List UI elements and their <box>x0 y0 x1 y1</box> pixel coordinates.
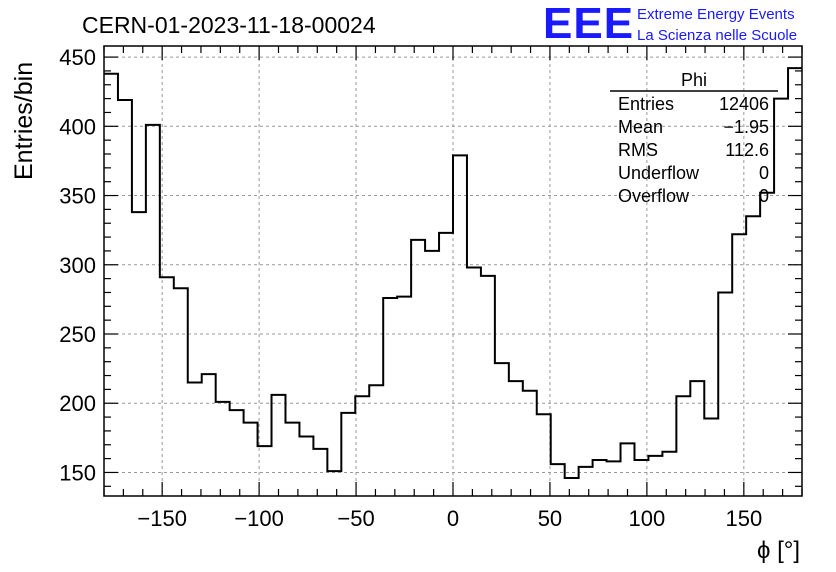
chart-title: CERN-01-2023-11-18-00024 <box>82 12 376 38</box>
x-tick-label: −50 <box>337 506 374 531</box>
stats-value-overflow: 0 <box>759 186 769 206</box>
x-tick-label: 150 <box>725 506 762 531</box>
stats-value-mean: −1.95 <box>723 117 769 137</box>
x-tick-label: −100 <box>234 506 284 531</box>
stats-label-rms: RMS <box>618 140 658 160</box>
y-tick-label: 150 <box>59 460 96 485</box>
y-tick-label: 350 <box>59 184 96 209</box>
tick-labels: −150 −100 −50 0 50 100 150 150 200 250 300 350 400 45… <box>59 45 762 531</box>
stats-label-mean: Mean <box>618 117 663 137</box>
stats-label-entries: Entries <box>618 94 674 114</box>
logo-line-2: La Scienza nelle Scuole <box>637 27 797 44</box>
histogram-line <box>104 67 802 479</box>
eee-logo-text: EEE <box>543 0 634 48</box>
x-tick-label: 50 <box>538 506 562 531</box>
y-tick-label: 450 <box>59 45 96 70</box>
stats-value-underflow: 0 <box>759 163 769 183</box>
logo-line-1: Extreme Energy Events <box>637 6 795 23</box>
stats-label-overflow: Overflow <box>618 186 690 206</box>
stats-label-underflow: Underflow <box>618 163 700 183</box>
y-axis-label: Entries/bin <box>10 62 38 180</box>
stats-value-rms: 112.6 <box>725 140 769 160</box>
eee-logo: EEE Extreme Energy Events La Scienza nel… <box>543 0 797 48</box>
y-tick-label: 300 <box>59 253 96 278</box>
stats-value-entries: 12406 <box>719 94 769 114</box>
x-tick-label: −150 <box>137 506 187 531</box>
stats-box: Phi Entries 12406 Mean −1.95 RMS 112.6 U… <box>610 70 778 206</box>
y-tick-label: 250 <box>59 322 96 347</box>
y-tick-label: 400 <box>59 114 96 139</box>
x-axis-label: ϕ [°] <box>757 537 800 564</box>
x-tick-label: 100 <box>629 506 666 531</box>
axis-ticks <box>103 46 803 496</box>
y-tick-label: 200 <box>59 391 96 416</box>
grid-lines <box>104 46 802 496</box>
stats-name: Phi <box>681 70 707 90</box>
x-tick-label: 0 <box>447 506 459 531</box>
